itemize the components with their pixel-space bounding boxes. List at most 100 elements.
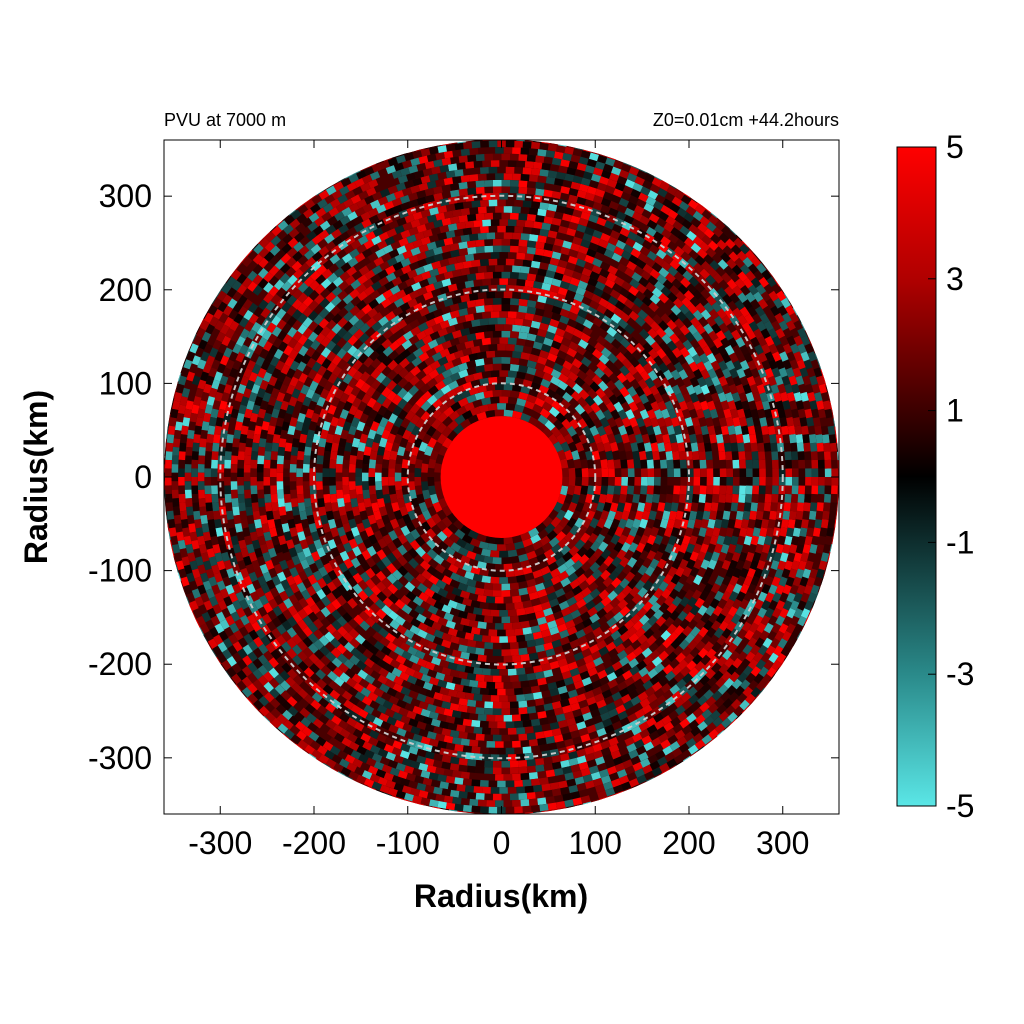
field-cell <box>600 394 612 406</box>
field-cell <box>481 608 491 617</box>
field-cell <box>507 252 517 260</box>
field-cell <box>420 600 431 611</box>
field-cell <box>299 433 308 444</box>
field-cell <box>424 632 436 643</box>
field-cell <box>466 299 477 308</box>
field-cell <box>450 789 460 798</box>
field-cell <box>600 485 609 495</box>
field-cell <box>342 401 353 412</box>
field-cell <box>485 383 496 392</box>
field-cell <box>553 299 564 309</box>
field-cell <box>458 188 468 197</box>
field-cell <box>492 793 502 801</box>
field-cell <box>357 352 369 364</box>
field-cell <box>693 368 703 380</box>
field-cell <box>657 526 667 537</box>
field-cell <box>639 425 649 436</box>
field-cell <box>634 600 645 612</box>
field-cell <box>632 425 642 436</box>
field-cell <box>429 268 440 278</box>
field-cell <box>578 363 590 374</box>
field-cell <box>457 301 468 310</box>
field-cell <box>522 259 532 268</box>
field-cell <box>509 707 519 715</box>
field-cell <box>507 549 518 558</box>
field-cell <box>577 664 589 674</box>
field-cell <box>211 493 219 503</box>
field-cell <box>325 510 335 521</box>
field-cell <box>361 518 371 529</box>
field-cell <box>739 468 747 477</box>
field-cell <box>633 485 641 495</box>
field-cell <box>401 468 409 477</box>
field-cell <box>490 609 500 617</box>
field-cell <box>526 360 537 369</box>
field-cell <box>507 370 518 378</box>
field-cell <box>499 695 509 702</box>
field-cell <box>516 278 526 287</box>
field-cell <box>484 642 494 650</box>
field-cell <box>580 485 589 496</box>
field-cell <box>730 442 739 452</box>
field-cell <box>540 378 552 389</box>
field-cell <box>663 527 673 538</box>
field-cell <box>368 477 376 486</box>
field-cell <box>563 509 574 521</box>
field-cell <box>647 468 655 477</box>
field-cell <box>518 614 528 623</box>
field-cell <box>458 214 468 223</box>
field-cell <box>520 173 530 182</box>
field-cell <box>418 591 430 603</box>
field-cell <box>660 477 668 486</box>
field-cell <box>381 429 391 440</box>
field-cell <box>391 394 403 406</box>
field-cell <box>307 400 318 411</box>
field-cell <box>516 219 526 227</box>
field-cell <box>613 331 624 343</box>
field-cell <box>354 318 365 330</box>
field-cell <box>466 578 477 588</box>
field-cell <box>492 179 502 187</box>
field-cell <box>490 787 500 794</box>
field-cell <box>503 324 513 332</box>
field-cell <box>628 401 639 412</box>
field-cell <box>484 701 494 709</box>
field-cell <box>452 423 464 435</box>
field-cell <box>410 414 421 426</box>
field-cell <box>545 331 556 341</box>
field-cell <box>306 514 315 525</box>
field-cell <box>367 429 377 440</box>
field-cell <box>752 468 760 477</box>
field-cell <box>657 442 666 452</box>
field-cell <box>361 481 369 491</box>
field-cell <box>808 434 817 444</box>
field-cell <box>475 647 485 656</box>
field-cell <box>610 338 622 350</box>
field-cell <box>310 531 320 542</box>
field-cell <box>323 493 331 504</box>
field-cell <box>471 719 481 728</box>
field-cell <box>792 477 799 486</box>
field-cell <box>457 610 469 620</box>
field-cell <box>359 530 369 542</box>
field-cell <box>526 759 536 767</box>
field-cell <box>488 258 498 266</box>
field-cell <box>278 506 287 516</box>
field-cell <box>447 661 458 671</box>
field-cell <box>655 433 664 444</box>
field-cell <box>509 760 519 768</box>
field-cell <box>367 514 377 525</box>
field-cell <box>791 485 799 495</box>
field-cell <box>569 364 581 376</box>
field-cell <box>524 161 534 169</box>
field-cell <box>675 510 684 521</box>
field-cell <box>437 356 449 367</box>
field-cell <box>310 551 321 562</box>
field-cell <box>692 459 701 469</box>
field-cell <box>530 597 541 607</box>
field-cell <box>394 598 406 610</box>
field-cell <box>518 707 528 715</box>
field-cell <box>466 240 477 248</box>
field-cell <box>710 502 719 512</box>
field-cell <box>456 162 466 170</box>
